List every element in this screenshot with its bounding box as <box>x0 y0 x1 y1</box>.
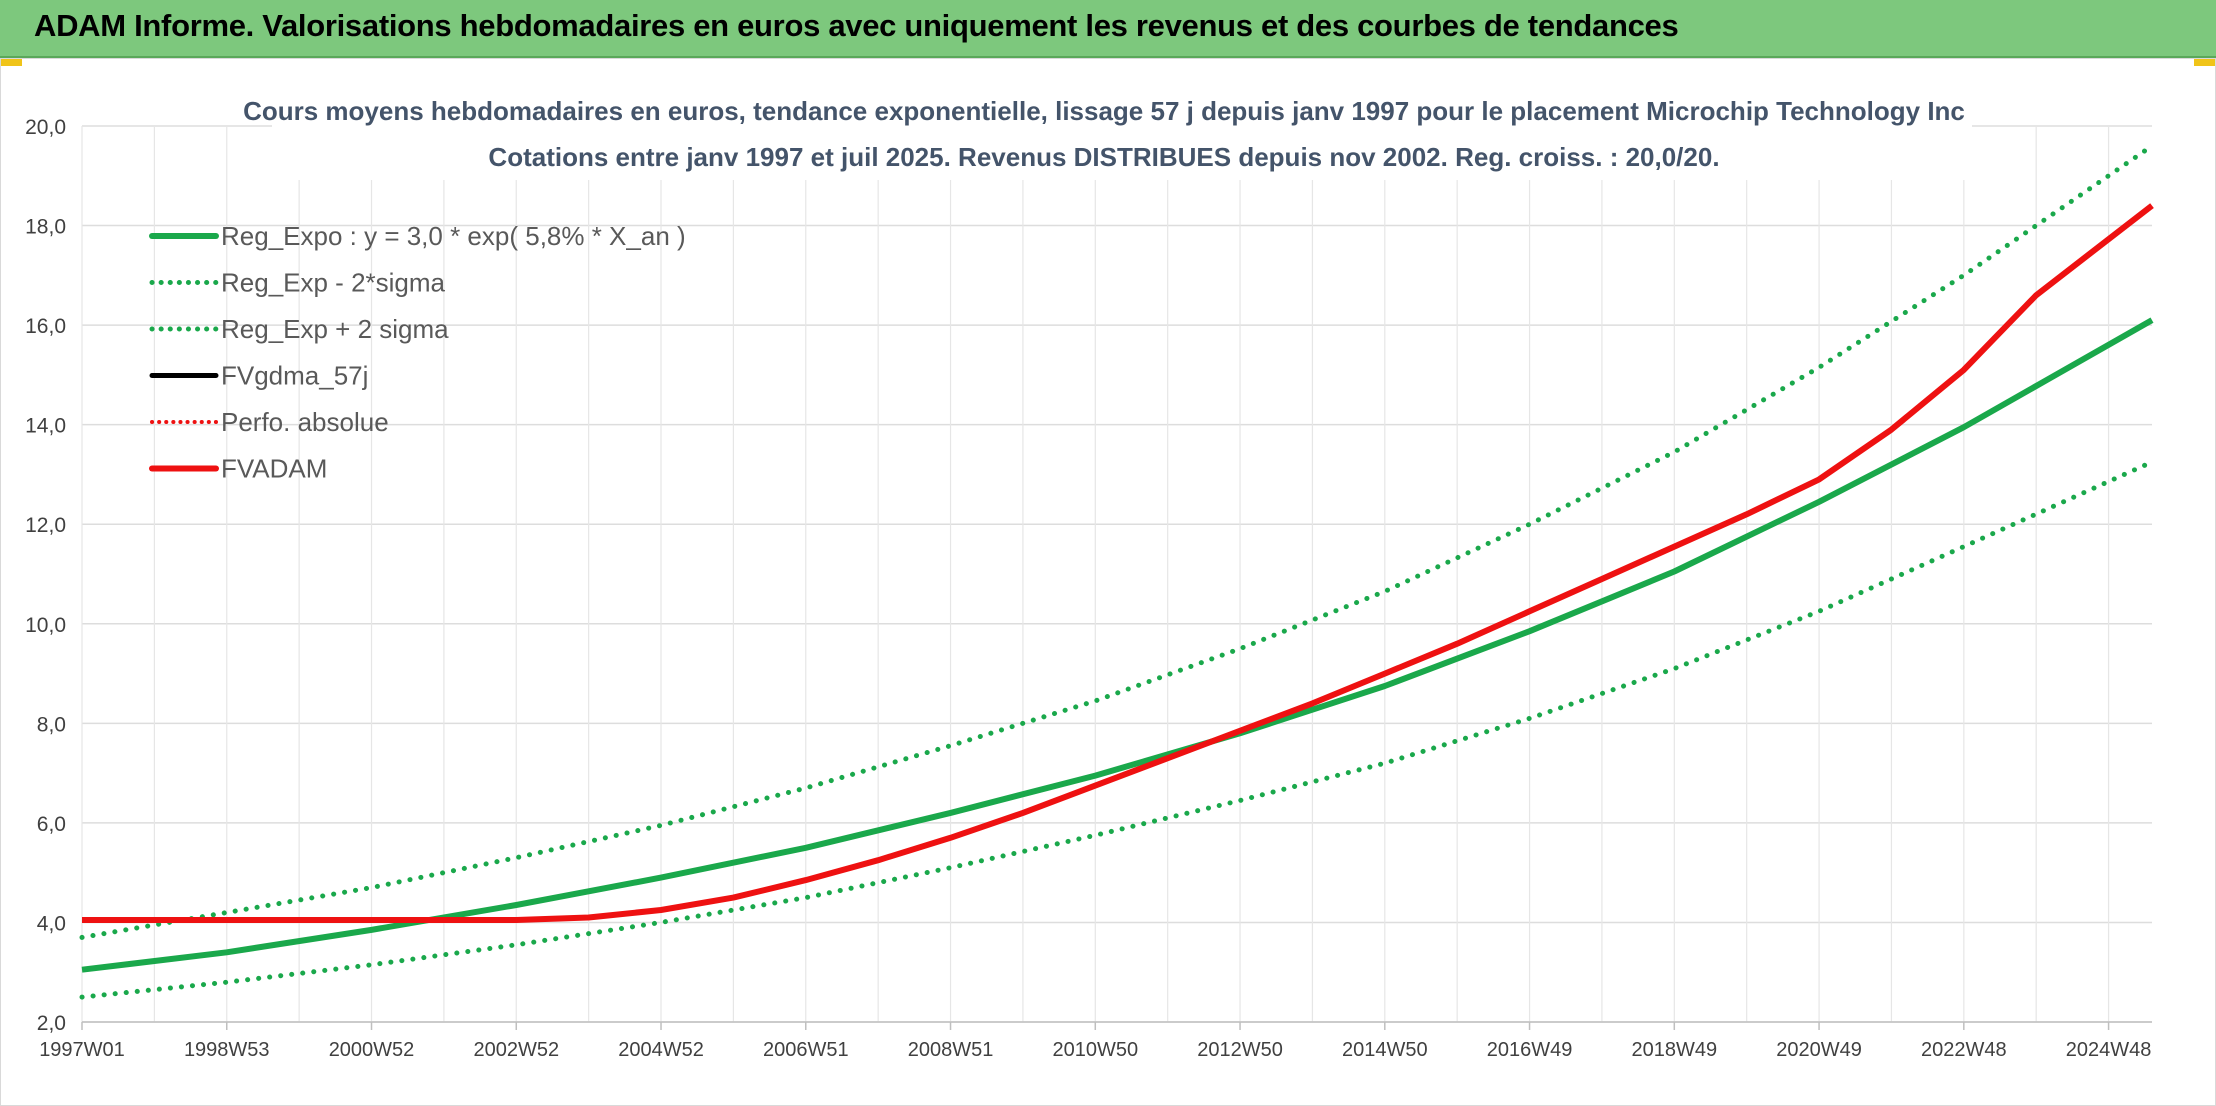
grid-layer <box>81 125 2152 1023</box>
report-title: ADAM Informe. Valorisations hebdomadaire… <box>34 8 1679 43</box>
chart-title-line-2: Cotations entre janv 1997 et juil 2025. … <box>488 142 1719 172</box>
x-tick-label: 2014W50 <box>1342 1039 1428 1061</box>
report-banner: ADAM Informe. Valorisations hebdomadaire… <box>0 0 2216 58</box>
x-tick-label: 1997W01 <box>39 1039 125 1061</box>
chart-title-background <box>272 82 1972 180</box>
x-tick-label: 2022W48 <box>1921 1039 2007 1061</box>
legend-label: Perfo. absolue <box>221 407 389 437</box>
x-tick-label: 2000W52 <box>329 1039 415 1061</box>
y-tick-label: 16,0 <box>25 315 66 338</box>
series-layer <box>79 143 2155 1000</box>
legend-label: Reg_Expo : y = 3,0 * exp( 5,8% * X_an ) <box>221 221 686 251</box>
series-line-2 <box>79 459 2155 1000</box>
y-tick-label: 18,0 <box>25 216 66 239</box>
x-tick-label: 2018W49 <box>1631 1039 1717 1061</box>
y-tick-label: 12,0 <box>25 514 66 537</box>
legend-label: FVADAM <box>221 454 327 484</box>
x-tick-label: 2024W48 <box>2066 1039 2152 1061</box>
series-line-1 <box>81 317 2154 973</box>
y-tick-label: 20,0 <box>25 116 66 139</box>
y-tick-label: 2,0 <box>37 1012 66 1035</box>
x-tick-label: 2004W52 <box>618 1039 704 1061</box>
y-tick-label: 8,0 <box>37 713 66 736</box>
y-tick-label: 6,0 <box>37 813 66 836</box>
y-tick-label: 4,0 <box>37 912 66 935</box>
legend-label: FVgdma_57j <box>221 361 368 391</box>
y-tick-label: 14,0 <box>25 415 66 438</box>
x-tick-label: 2020W49 <box>1776 1039 1862 1061</box>
axis-layer: 2,0 4,0 6,0 8,0 10,0 12,0 14,0 16,0 18,0 20,0 1997… <box>25 116 2152 1061</box>
x-tick-label: 2010W50 <box>1052 1039 1138 1061</box>
x-tick-label: 2012W50 <box>1197 1039 1283 1061</box>
chart-title-line-1: Cours moyens hebdomadaires en euros, ten… <box>243 96 1965 126</box>
legend-label: Reg_Exp - 2*sigma <box>221 268 446 298</box>
corner-marker-top-right <box>2194 58 2216 66</box>
corner-marker-top-left <box>0 58 22 66</box>
y-tick-label: 10,0 <box>25 614 66 637</box>
series-line-3 <box>79 143 2155 940</box>
x-tick-label: 2016W49 <box>1487 1039 1573 1061</box>
x-tick-label: 2002W52 <box>473 1039 559 1061</box>
legend-label: Reg_Exp + 2 sigma <box>221 314 449 344</box>
x-tick-label: 2006W51 <box>763 1039 849 1061</box>
legend: Reg_Expo : y = 3,0 * exp( 5,8% * X_an ) R… <box>149 221 686 484</box>
x-tick-label: 1998W53 <box>184 1039 270 1061</box>
x-tick-label: 2008W51 <box>908 1039 994 1061</box>
series-line-4 <box>82 203 2154 923</box>
